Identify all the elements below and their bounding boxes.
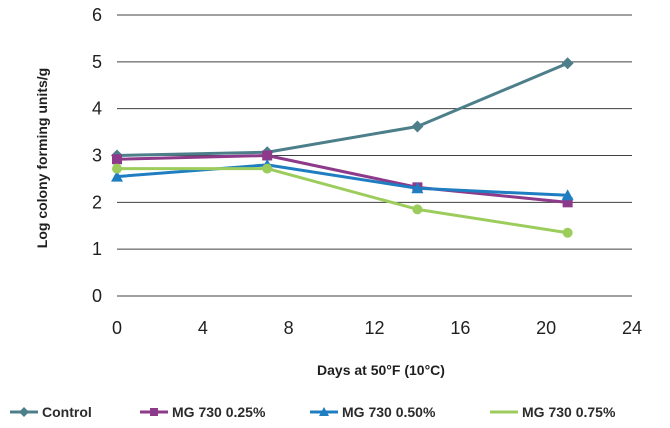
series-2 <box>112 150 573 208</box>
legend-label-4: MG 730 0.75% <box>522 404 616 420</box>
x-tick-label-4: 4 <box>198 318 208 338</box>
data-point-3-4 <box>561 189 574 201</box>
legend-marker-1 <box>19 407 29 417</box>
y-tick-label-0: 0 <box>92 286 102 306</box>
series-3 <box>111 158 574 201</box>
legend-item-2: MG 730 0.25% <box>140 404 266 420</box>
data-point-3-1 <box>111 170 123 182</box>
y-tick-label-1: 1 <box>92 239 102 259</box>
y-tick-labels: 0 1 2 3 4 5 6 <box>92 5 102 306</box>
series-1 <box>111 57 574 162</box>
legend-marker-2 <box>150 408 158 416</box>
data-point-1-3 <box>411 120 424 133</box>
y-tick-label-6: 6 <box>92 5 102 25</box>
data-point-1-4 <box>561 57 574 70</box>
series-line-3 <box>116 163 568 197</box>
y-axis-title: Log colony forming units/g <box>34 68 50 248</box>
x-tick-labels: 0 4 8 12 16 20 24 <box>112 318 642 338</box>
legend-label-2: MG 730 0.25% <box>172 404 266 420</box>
y-tick-label-4: 4 <box>92 99 102 119</box>
legend-item-1: Control <box>10 404 92 420</box>
legend-label-1: Control <box>42 404 92 420</box>
x-tick-label-12: 12 <box>364 318 384 338</box>
series-group <box>111 57 574 238</box>
y-tick-label-5: 5 <box>92 52 102 72</box>
legend-marker-3 <box>319 407 329 416</box>
gridlines <box>117 14 632 297</box>
legend: Control MG 730 0.25% MG 730 0.50% MG 730 0.… <box>10 404 616 420</box>
x-tick-label-0: 0 <box>112 318 122 338</box>
legend-label-3: MG 730 0.50% <box>342 404 436 420</box>
y-tick-label-3: 3 <box>92 146 102 166</box>
series-line-4 <box>117 167 568 235</box>
y-tick-label-2: 2 <box>92 192 102 212</box>
data-point-3-3 <box>411 182 424 194</box>
data-point-4-3 <box>412 204 423 215</box>
x-tick-label-16: 16 <box>450 318 470 338</box>
data-point-4-2 <box>262 163 273 174</box>
data-point-4-1 <box>112 163 122 174</box>
data-point-4-4 <box>562 227 573 238</box>
legend-item-3: MG 730 0.50% <box>310 404 436 420</box>
x-axis-title: Days at 50°F (10°C) <box>317 362 445 378</box>
x-tick-label-8: 8 <box>284 318 294 338</box>
series-line-1 <box>116 61 569 157</box>
data-point-2-2 <box>262 150 273 161</box>
series-line-2 <box>116 154 568 204</box>
legend-item-4: MG 730 0.75% <box>490 404 616 420</box>
x-tick-label-20: 20 <box>536 318 556 338</box>
x-tick-label-24: 24 <box>622 318 642 338</box>
data-point-2-1 <box>112 154 122 165</box>
data-point-2-4 <box>562 197 573 208</box>
series-4 <box>112 163 573 238</box>
